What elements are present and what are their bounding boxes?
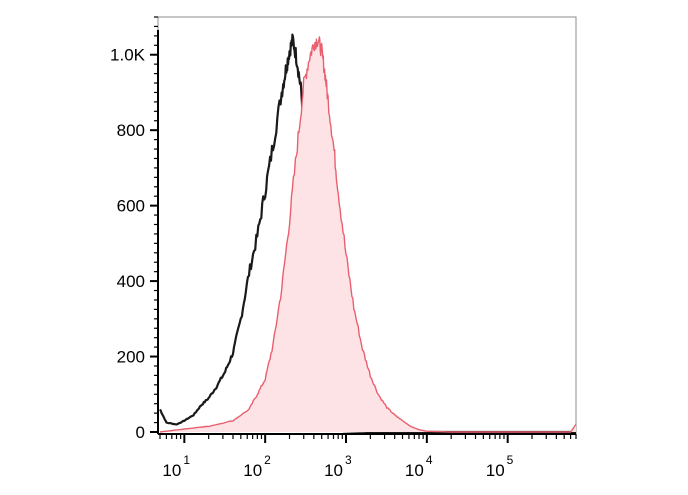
series-layer <box>159 33 577 434</box>
x-tick-exponent: 2 <box>264 453 271 467</box>
series-pink-filled-line <box>159 36 577 433</box>
x-tick-exponent: 4 <box>426 453 433 467</box>
x-tick-base: 10 <box>162 461 181 480</box>
x-tick-base: 10 <box>486 461 505 480</box>
x-tick-base: 10 <box>243 461 262 480</box>
y-tick-label: 600 <box>117 197 145 216</box>
y-tick-label: 400 <box>117 272 145 291</box>
y-tick-label: 200 <box>117 348 145 367</box>
y-axis-ticks: 0 200 400 600 800 1.0K <box>110 16 158 442</box>
x-tick-label: 104 <box>405 453 433 480</box>
x-tick-base: 10 <box>324 461 343 480</box>
x-tick-label: 101 <box>162 453 190 480</box>
x-tick-exponent: 1 <box>183 453 190 467</box>
y-tick-label: 1.0K <box>110 46 146 65</box>
x-tick-label: 105 <box>486 453 514 480</box>
x-tick-exponent: 3 <box>345 453 352 467</box>
x-tick-label: 103 <box>324 453 352 480</box>
y-tick-label: 800 <box>117 121 145 140</box>
x-tick-label: 102 <box>243 453 271 480</box>
series-pink-filled-area <box>160 36 576 433</box>
x-tick-base: 10 <box>405 461 424 480</box>
y-tick-label: 0 <box>136 423 145 442</box>
x-tick-exponent: 5 <box>507 453 514 467</box>
